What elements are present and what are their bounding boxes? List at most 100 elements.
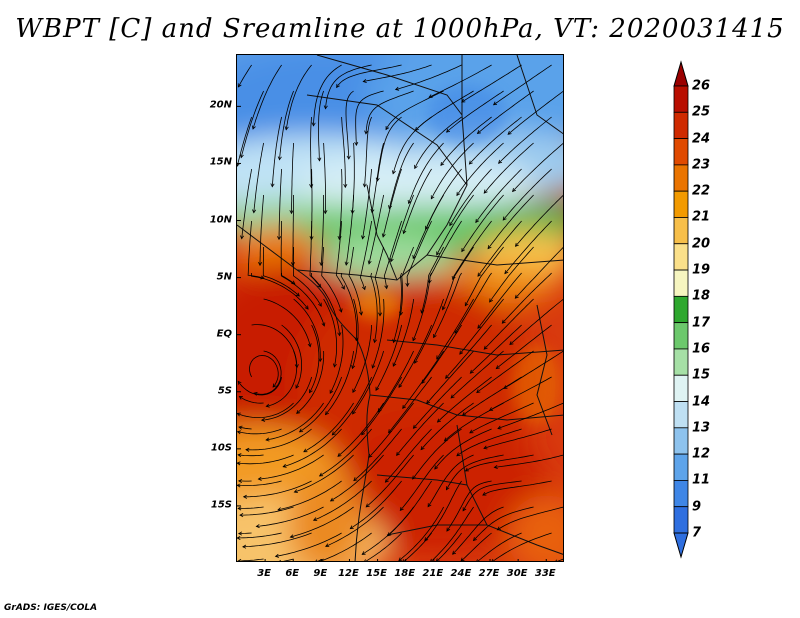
streamline — [421, 246, 444, 314]
colorbar-swatch — [673, 401, 689, 429]
streamline-arrow — [362, 183, 367, 188]
streamline-arrow — [368, 453, 373, 458]
streamline-arrow — [375, 386, 380, 392]
streamline — [341, 116, 346, 188]
streamline — [395, 64, 462, 90]
streamline — [459, 298, 504, 355]
streamline — [483, 298, 534, 350]
streamline-arrow — [373, 338, 378, 344]
streamline — [450, 350, 504, 399]
streamline — [473, 506, 534, 541]
streamline-arrow — [496, 526, 501, 531]
colorbar-swatch — [673, 190, 689, 218]
streamline — [325, 506, 384, 547]
streamline — [462, 480, 522, 512]
streamline-arrow — [237, 531, 243, 536]
colorbar-swatch — [673, 138, 689, 166]
streamline-arrow — [270, 183, 275, 188]
streamline — [271, 116, 282, 187]
streamline-arrow — [428, 94, 433, 98]
streamline-arrow — [343, 184, 348, 189]
lon-tick-label: 9E — [313, 568, 328, 579]
streamline — [365, 90, 414, 134]
streamline-arrow — [361, 235, 366, 240]
streamline-arrow — [396, 451, 400, 456]
streamline-arrow — [394, 86, 400, 91]
streamline — [494, 454, 563, 468]
streamline — [239, 396, 264, 404]
streamline-arrow — [412, 337, 417, 342]
streamline-arrow — [311, 122, 316, 127]
streamline — [428, 220, 462, 284]
streamline — [464, 246, 504, 306]
streamline-arrow — [469, 429, 474, 434]
streamline — [325, 64, 372, 109]
colorbar-swatch — [673, 480, 689, 508]
streamline — [283, 558, 294, 561]
streamline — [249, 355, 279, 388]
streamline — [258, 454, 324, 480]
streamline-arrow — [239, 513, 244, 518]
streamline — [403, 168, 432, 234]
streamline — [509, 298, 563, 345]
streamline-arrow — [498, 159, 503, 164]
streamline — [278, 168, 282, 240]
streamline — [492, 532, 552, 561]
streamline — [477, 220, 522, 277]
colorbar-tick-label: 23 — [692, 157, 711, 173]
streamline-arrow — [237, 535, 241, 540]
streamline — [449, 168, 492, 226]
streamline — [294, 454, 354, 493]
streamline — [340, 272, 357, 341]
streamline-arrow — [237, 453, 242, 458]
streamline — [452, 506, 504, 555]
streamline — [290, 506, 354, 538]
streamline-arrow — [315, 559, 318, 561]
streamline — [319, 428, 372, 477]
streamline — [406, 220, 432, 287]
map-svg — [237, 55, 563, 561]
streamline — [376, 116, 402, 182]
streamline-arrow — [291, 280, 296, 285]
streamline-arrow — [358, 311, 363, 316]
streamline — [420, 402, 474, 450]
streamline-arrow — [493, 464, 498, 469]
streamline-arrow — [293, 489, 298, 493]
streamline — [421, 324, 462, 384]
colorbar-tick-label: 19 — [692, 262, 711, 278]
streamline-arrow — [452, 550, 457, 555]
lon-tick-label: 30E — [506, 568, 528, 579]
streamline — [482, 480, 552, 496]
streamline — [318, 90, 324, 161]
streamline-arrow — [446, 486, 450, 491]
streamline-arrow — [289, 534, 294, 539]
streamline — [413, 376, 462, 429]
streamline-arrow — [384, 285, 389, 290]
lat-tick-label: 10N — [209, 214, 232, 226]
streamline — [262, 246, 300, 297]
streamline-arrow — [257, 476, 262, 481]
streamline — [501, 272, 552, 324]
streamline — [461, 64, 522, 103]
colorbar-swatch — [673, 506, 689, 534]
streamline — [483, 142, 534, 194]
streamline — [275, 532, 342, 557]
streamline — [512, 142, 563, 192]
colorbar-tick-label: 22 — [692, 183, 711, 199]
streamline-arrow — [489, 298, 493, 303]
streamline-arrow — [237, 430, 242, 435]
streamline — [311, 272, 340, 336]
colorbar-swatch — [673, 85, 689, 113]
streamline-arrow — [318, 472, 324, 477]
streamline — [497, 402, 563, 429]
streamline-arrow — [239, 154, 244, 159]
streamline-arrow — [324, 411, 329, 416]
streamline-arrow — [323, 210, 328, 215]
streamline — [332, 376, 372, 436]
lat-tick-label: 5S — [217, 385, 232, 397]
streamline-arrow — [325, 543, 330, 547]
streamline — [412, 272, 432, 341]
streamline — [469, 402, 534, 434]
lat-tick-label: 20N — [209, 99, 232, 111]
streamline-arrow — [353, 477, 358, 482]
